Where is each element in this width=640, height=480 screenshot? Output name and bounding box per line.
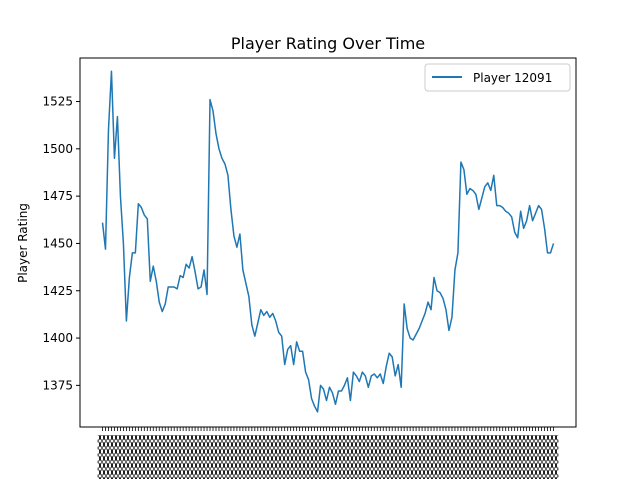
legend-label-player-12091: Player 12091 [473, 71, 552, 85]
plot-frame [79, 57, 577, 428]
y-tick-label: 1400 [42, 331, 73, 345]
y-axis-label: Player Rating [16, 203, 30, 283]
y-tick-label: 1500 [42, 142, 73, 156]
plot-area: 1375 1400 1425 1450 1475 1500 1525 [42, 57, 577, 479]
series-line-player-12091 [101, 70, 555, 413]
y-axis-ticks: 1375 1400 1425 1450 1475 1500 1525 [42, 95, 80, 392]
x-axis-ticks [97, 427, 559, 479]
chart-title: Player Rating Over Time [231, 34, 425, 53]
series-lines [101, 70, 555, 413]
y-tick-label: 1375 [42, 378, 73, 392]
y-tick-label: 1425 [42, 284, 73, 298]
y-tick-label: 1475 [42, 189, 73, 203]
x-tick-labels-overlapped [97, 435, 559, 479]
y-tick-label: 1450 [42, 236, 73, 250]
legend-box [424, 63, 571, 92]
y-tick-label: 1525 [42, 95, 73, 109]
legend: Player 12091 [424, 63, 571, 92]
